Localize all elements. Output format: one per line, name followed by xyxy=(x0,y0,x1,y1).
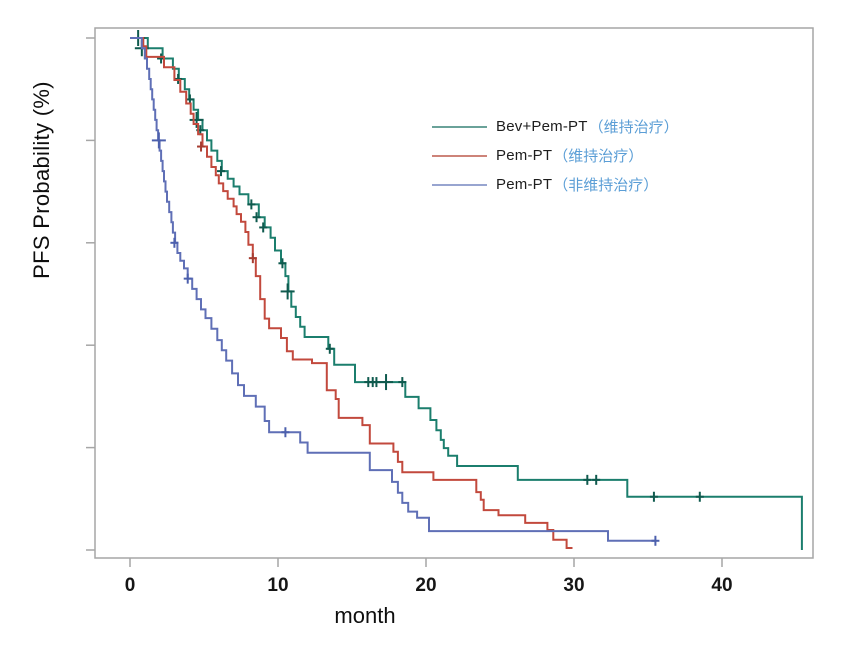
legend-label-latin: Bev+Pem-PT xyxy=(496,118,588,135)
censor-marks-2 xyxy=(151,132,660,546)
legend-label-latin: Pem-PT xyxy=(496,147,553,164)
plot-border xyxy=(94,27,814,559)
legend: Bev+Pem-PT （维持治疗） Pem-PT （维持治疗） Pem-PT （非维持… xyxy=(432,116,679,203)
legend-line-swatch-green xyxy=(432,125,487,128)
x-tick-label: 40 xyxy=(711,575,732,596)
curve-group-pem-pt xyxy=(130,37,660,546)
km-curve-2 xyxy=(130,37,656,542)
x-tick-label: 20 xyxy=(415,575,436,596)
legend-label-cjk: （维持治疗） xyxy=(588,119,679,136)
censor-marks-1 xyxy=(197,141,257,264)
censor-marks-0 xyxy=(131,30,704,502)
legend-label-latin: Pem-PT xyxy=(496,176,553,193)
y-axis-title: PFS Probability (%) xyxy=(29,81,54,279)
legend-line-swatch-red xyxy=(432,154,487,157)
x-axis-title: month xyxy=(334,603,396,628)
x-tick-label: 30 xyxy=(563,575,584,596)
legend-label-cjk: （非维持治疗） xyxy=(553,177,659,194)
legend-label-cjk: （维持治疗） xyxy=(553,148,644,165)
legend-item-pem-pt-non-maintenance: Pem-PT （非维持治疗） xyxy=(432,174,679,195)
legend-item-pem-pt-maintenance: Pem-PT （维持治疗） xyxy=(432,145,679,166)
legend-item-bev-pem-pt-maintenance: Bev+Pem-PT （维持治疗） xyxy=(432,116,679,137)
legend-line-swatch-blue xyxy=(432,183,487,186)
x-tick-label: 0 xyxy=(125,575,136,596)
x-tick-label: 10 xyxy=(267,575,288,596)
curve-group-pem-pt xyxy=(130,37,573,549)
curve-group-bev+pem-pt xyxy=(130,30,803,550)
km-curve-0 xyxy=(130,37,803,550)
km-curve-1 xyxy=(130,37,573,549)
